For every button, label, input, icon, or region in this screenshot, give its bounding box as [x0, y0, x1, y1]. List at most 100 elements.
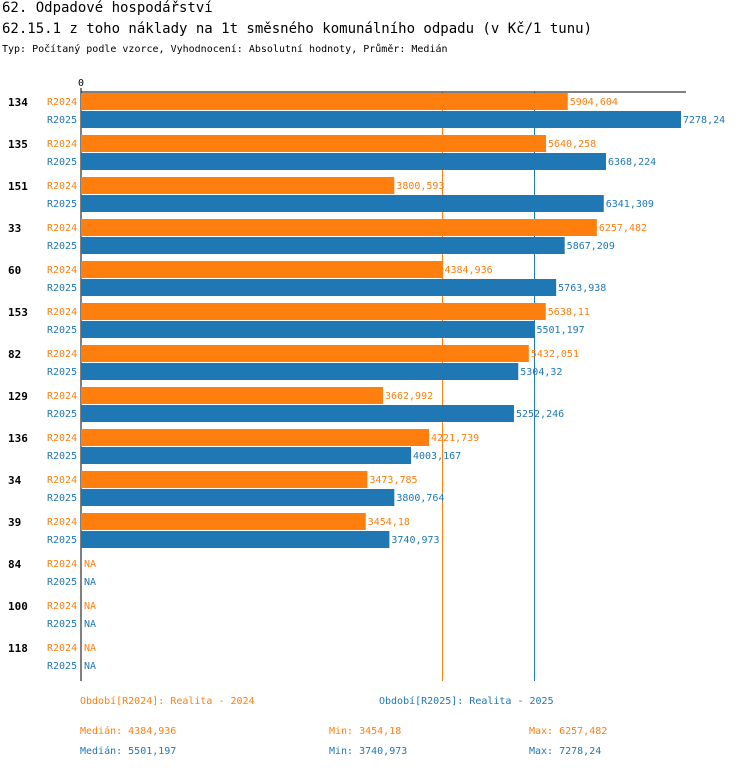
data-label: 3473,785 — [369, 475, 417, 486]
bar-r2024 — [81, 135, 546, 152]
bar-chart: 0 134 R2024 5904,604 R2025 7278,24 135 R2024 564… — [8, 78, 725, 681]
category-label: 100 — [8, 600, 28, 613]
legend-period-r2025: Období[R2025]: Realita - 2025 — [379, 696, 554, 707]
series-label: R2025 — [47, 283, 77, 294]
stat-median-r2025: Medián: 5501,197 — [80, 746, 177, 757]
bar-r2024 — [81, 513, 366, 530]
stat-min-r2024: Min: 3454,18 — [329, 726, 402, 737]
series-label: R2025 — [47, 577, 77, 588]
series-label: R2024 — [47, 643, 77, 654]
bar-r2024 — [81, 471, 368, 488]
category-label: 34 — [8, 474, 22, 487]
series-label: R2024 — [47, 307, 77, 318]
category-label: 118 — [8, 642, 28, 655]
data-label: 5304,32 — [520, 367, 562, 378]
data-label-na: NA — [84, 661, 96, 672]
bar-r2025 — [81, 153, 606, 170]
series-label: R2024 — [47, 181, 77, 192]
data-label: 5640,258 — [548, 139, 596, 150]
data-label: 5638,11 — [548, 307, 590, 318]
x-tick-label: 0 — [78, 78, 84, 89]
series-label: R2025 — [47, 493, 77, 504]
chart-title: 62.15.1 z toho náklady na 1t směsného ko… — [2, 21, 593, 37]
series-label: R2025 — [47, 199, 77, 210]
category-label: 60 — [8, 264, 21, 277]
bar-r2024 — [81, 177, 395, 194]
bar-r2025 — [81, 405, 514, 422]
series-label: R2025 — [47, 157, 77, 168]
bar-r2024 — [81, 219, 597, 236]
bar-r2025 — [81, 489, 395, 506]
series-label: R2024 — [47, 475, 77, 486]
data-label: 6368,224 — [608, 157, 656, 168]
page-title: 62. Odpadové hospodářství — [2, 0, 213, 16]
stat-max-r2025: Max: 7278,24 — [529, 746, 602, 757]
data-label: 3454,18 — [368, 517, 410, 528]
series-label: R2024 — [47, 391, 77, 402]
bar-r2024 — [81, 261, 443, 278]
bar-r2024 — [81, 429, 430, 446]
data-label-na: NA — [84, 559, 96, 570]
data-label: 6257,482 — [599, 223, 647, 234]
series-label: R2025 — [47, 661, 77, 672]
category-label: 33 — [8, 222, 21, 235]
legend-period-r2024: Období[R2024]: Realita - 2024 — [80, 696, 255, 707]
bar-r2025 — [81, 279, 557, 296]
series-label: R2024 — [47, 349, 77, 360]
series-label: R2025 — [47, 409, 77, 420]
data-label: 5763,938 — [558, 283, 606, 294]
category-label: 153 — [8, 306, 28, 319]
stat-max-r2024: Max: 6257,482 — [529, 726, 608, 737]
bar-r2025 — [81, 237, 565, 254]
bar-r2024 — [81, 345, 529, 362]
series-label: R2024 — [47, 601, 77, 612]
data-label: 4003,167 — [413, 451, 461, 462]
category-label: 134 — [8, 96, 28, 109]
data-label-na: NA — [84, 643, 96, 654]
series-label: R2025 — [47, 451, 77, 462]
data-label: 5904,604 — [570, 97, 618, 108]
chart-info: Typ: Počítaný podle vzorce, Vyhodnocení:… — [2, 44, 448, 55]
data-label: 4221,739 — [431, 433, 479, 444]
category-label: 39 — [8, 516, 21, 529]
data-label: 6341,309 — [606, 199, 654, 210]
stat-min-r2025: Min: 3740,973 — [329, 746, 408, 757]
data-label-na: NA — [84, 619, 96, 630]
category-label: 84 — [8, 558, 22, 571]
data-label-na: NA — [84, 601, 96, 612]
category-label: 135 — [8, 138, 28, 151]
bar-r2025 — [81, 195, 604, 212]
data-label: 3662,992 — [385, 391, 433, 402]
data-label: 7278,24 — [683, 115, 725, 126]
data-label-na: NA — [84, 577, 96, 588]
series-label: R2025 — [47, 535, 77, 546]
bar-r2024 — [81, 387, 383, 404]
bar-r2025 — [81, 111, 681, 128]
data-label: 5867,209 — [567, 241, 615, 252]
category-label: 129 — [8, 390, 28, 403]
data-label: 3740,973 — [391, 535, 439, 546]
series-label: R2024 — [47, 223, 77, 234]
bar-r2025 — [81, 363, 519, 380]
series-label: R2025 — [47, 115, 77, 126]
series-label: R2025 — [47, 325, 77, 336]
series-label: R2024 — [47, 139, 77, 150]
category-label: 82 — [8, 348, 21, 361]
bar-r2024 — [81, 93, 568, 110]
series-label: R2024 — [47, 559, 77, 570]
bar-r2025 — [81, 531, 390, 548]
series-label: R2025 — [47, 619, 77, 630]
series-label: R2024 — [47, 517, 77, 528]
data-label: 5501,197 — [537, 325, 585, 336]
stat-median-r2024: Medián: 4384,936 — [80, 726, 177, 737]
data-label: 4384,936 — [444, 265, 492, 276]
bar-r2025 — [81, 447, 412, 464]
series-label: R2025 — [47, 241, 77, 252]
category-label: 136 — [8, 432, 28, 445]
bar-r2025 — [81, 321, 535, 338]
data-label: 5252,246 — [516, 409, 564, 420]
series-label: R2025 — [47, 367, 77, 378]
bar-r2024 — [81, 303, 546, 320]
series-label: R2024 — [47, 265, 77, 276]
category-label: 151 — [8, 180, 28, 193]
